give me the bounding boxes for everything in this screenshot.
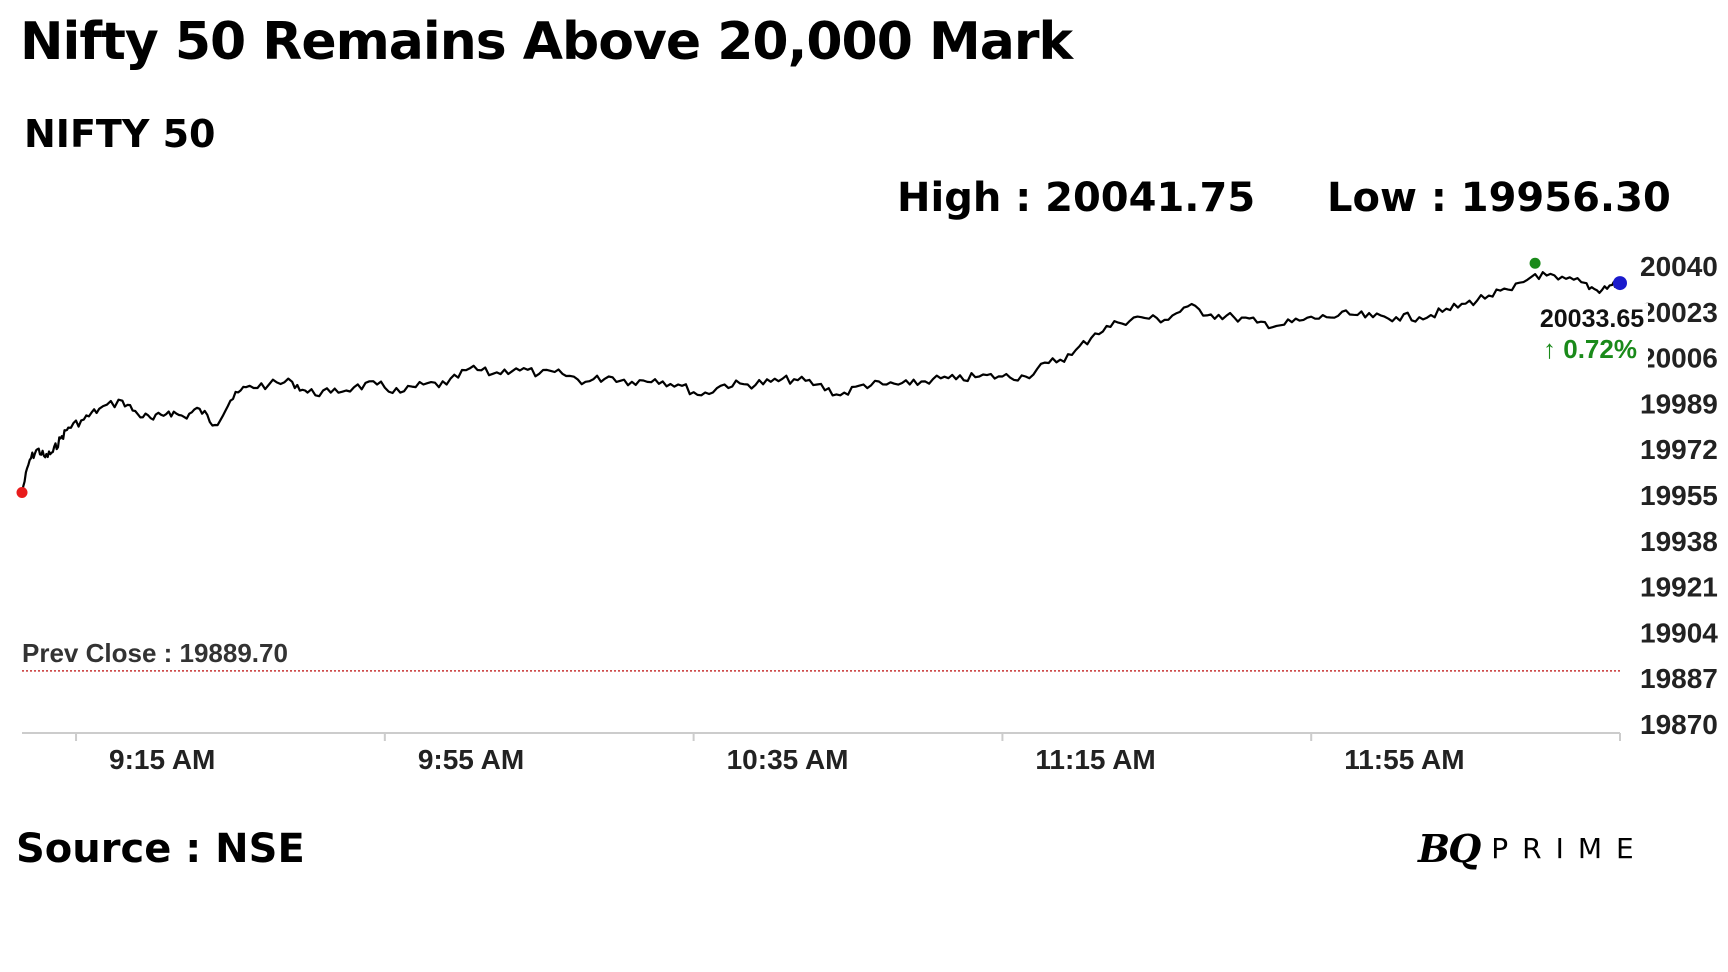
- day-low-stat: Low : 19956.30: [1327, 175, 1671, 221]
- y-tick-label: 20040: [1640, 251, 1718, 282]
- last-price-label-bg: [1536, 303, 1648, 370]
- chart-subtitle: NIFTY 50: [24, 112, 216, 156]
- y-tick-label: 20006: [1640, 343, 1718, 374]
- x-tick-label: 9:55 AM: [418, 744, 524, 775]
- last-price-marker: [1613, 276, 1627, 291]
- x-tick-label: 10:35 AM: [727, 744, 849, 775]
- y-tick-label: 20023: [1640, 297, 1718, 328]
- brand-mark: BQ: [1418, 825, 1481, 871]
- x-tick-label: 11:55 AM: [1344, 744, 1464, 775]
- source-note: Source : NSE: [16, 826, 305, 872]
- y-tick-label: 19972: [1640, 434, 1718, 465]
- x-tick-label: 11:15 AM: [1035, 744, 1155, 775]
- y-tick-label: 19989: [1640, 388, 1718, 419]
- y-tick-label: 19870: [1640, 709, 1718, 740]
- day-high-marker: [1529, 257, 1541, 269]
- y-tick-label: 19904: [1640, 617, 1718, 648]
- chart-title: Nifty 50 Remains Above 20,000 Mark: [20, 12, 1073, 72]
- nifty-price-line: [20, 271, 1621, 492]
- brand-logo: BQ PRIME: [1418, 825, 1648, 871]
- brand-word: PRIME: [1491, 831, 1648, 865]
- day-low-marker: [16, 486, 28, 498]
- change-percent-label: ↑ 0.72%: [1543, 334, 1637, 364]
- prev-close-label: Prev Close : 19889.70: [22, 638, 288, 668]
- y-tick-label: 19921: [1640, 572, 1718, 603]
- y-tick-label: 19938: [1640, 526, 1718, 557]
- last-price-label: 20033.65: [1540, 305, 1644, 333]
- y-tick-label: 19955: [1640, 480, 1718, 511]
- y-tick-label: 19887: [1640, 663, 1718, 694]
- day-high-stat: High : 20041.75: [897, 175, 1256, 221]
- x-tick-label: 9:15 AM: [109, 744, 215, 775]
